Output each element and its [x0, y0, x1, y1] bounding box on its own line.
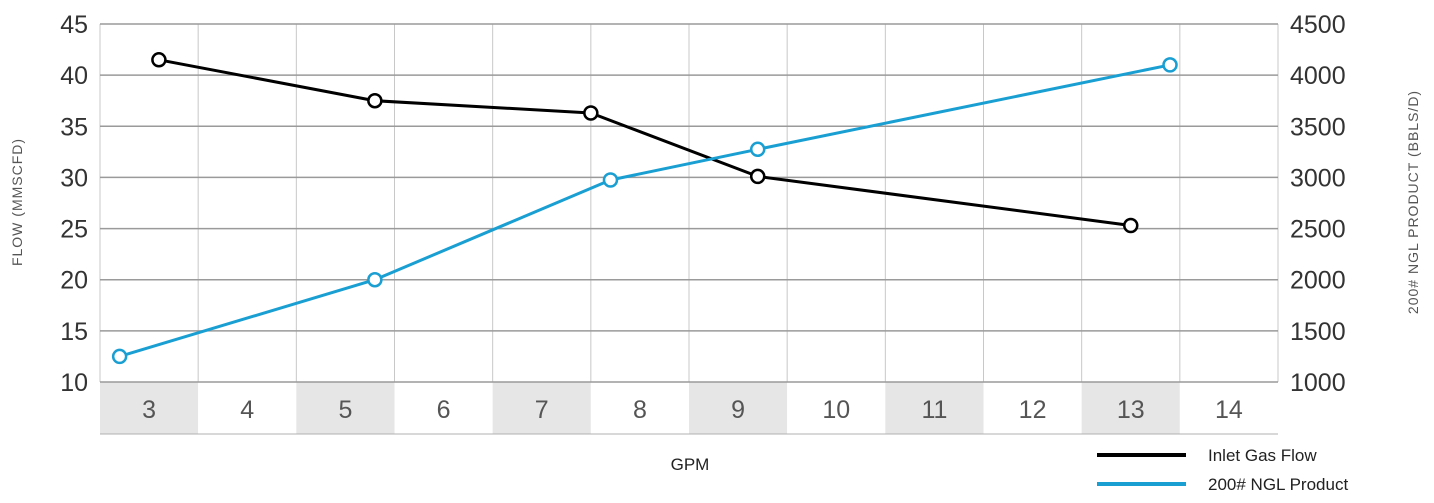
left-y-axis-ticks: 10 15 20 25 30 35 40 45	[60, 11, 88, 397]
x-band-3	[100, 382, 199, 434]
right-y-tick-label: 1500	[1290, 318, 1346, 346]
left-y-tick-label: 45	[60, 11, 88, 39]
data-point-200-ngl-product	[1162, 57, 1178, 73]
right-y-tick-label: 4000	[1290, 62, 1346, 90]
left-y-tick-label: 40	[60, 62, 88, 90]
left-y-tick-label: 10	[60, 369, 88, 397]
left-y-tick-label: 30	[60, 164, 88, 192]
x-tick-label: 6	[437, 396, 451, 424]
legend-label-ngl-product: 200# NGL Product	[1208, 475, 1348, 494]
x-tick-label: 9	[731, 396, 745, 424]
x-tick-label: 13	[1117, 396, 1145, 424]
x-tick-label: 11	[921, 396, 947, 424]
right-y-tick-label: 3500	[1290, 113, 1346, 141]
data-point-200-ngl-product	[111, 348, 128, 365]
x-band-14	[1179, 382, 1278, 434]
x-band-5	[296, 382, 395, 434]
x-axis-category-labels: 3 4 5 6 7 8 9 10 11 12 13 14	[142, 396, 1243, 424]
x-band-11	[885, 382, 984, 434]
x-tick-label: 5	[338, 396, 352, 424]
legend-label-inlet-gas-flow: Inlet Gas Flow	[1208, 446, 1317, 465]
data-point-inlet-gas-flow	[1123, 217, 1139, 234]
right-y-tick-label: 3000	[1290, 164, 1346, 192]
x-band-6	[394, 382, 493, 434]
right-y-axis-ticks: 1000 1500 2000 2500 3000 3500 4000 4500	[1290, 11, 1346, 397]
x-tick-label: 12	[1019, 396, 1047, 424]
x-tick-label: 4	[240, 396, 254, 424]
right-y-tick-label: 1000	[1290, 369, 1346, 397]
x-band-10	[787, 382, 886, 434]
x-band-7	[492, 382, 591, 434]
x-band-8	[590, 382, 689, 434]
x-band-13	[1081, 382, 1180, 434]
left-y-tick-label: 15	[60, 318, 88, 346]
data-point-inlet-gas-flow	[749, 168, 766, 185]
x-tick-label: 8	[633, 396, 647, 424]
right-y-tick-label: 2000	[1290, 267, 1346, 295]
grid-lines	[99, 23, 1279, 383]
data-point-inlet-gas-flow	[583, 105, 599, 121]
x-tick-label: 3	[142, 396, 156, 424]
left-y-axis-label: FLOW (MMSCFD)	[9, 138, 25, 266]
data-point-200-ngl-product	[367, 271, 383, 288]
right-y-tick-label: 2500	[1290, 216, 1346, 244]
series-line-inlet-gas-flow	[158, 58, 1131, 227]
x-axis-label: GPM	[671, 455, 710, 474]
x-tick-label: 7	[535, 396, 549, 424]
x-band-9	[689, 382, 788, 434]
data-point-200-ngl-product	[602, 172, 619, 188]
x-tick-label: 10	[822, 396, 850, 424]
data-point-inlet-gas-flow	[367, 92, 383, 109]
left-y-tick-label: 35	[60, 113, 88, 141]
right-y-tick-label: 4500	[1290, 11, 1346, 39]
category-bands	[100, 382, 1278, 435]
data-point-200-ngl-product	[749, 141, 766, 158]
left-y-tick-label: 20	[60, 267, 88, 295]
left-y-tick-label: 25	[60, 216, 88, 244]
data-point-inlet-gas-flow	[151, 52, 167, 68]
right-y-axis-label: 200# NGL PRODUCT (BBLS/D)	[1405, 90, 1421, 314]
x-band-12	[983, 382, 1082, 434]
x-tick-label: 14	[1215, 396, 1243, 424]
x-band-4	[198, 382, 297, 434]
series-layer	[111, 52, 1178, 365]
legend: Inlet Gas Flow 200# NGL Product	[1097, 446, 1348, 494]
